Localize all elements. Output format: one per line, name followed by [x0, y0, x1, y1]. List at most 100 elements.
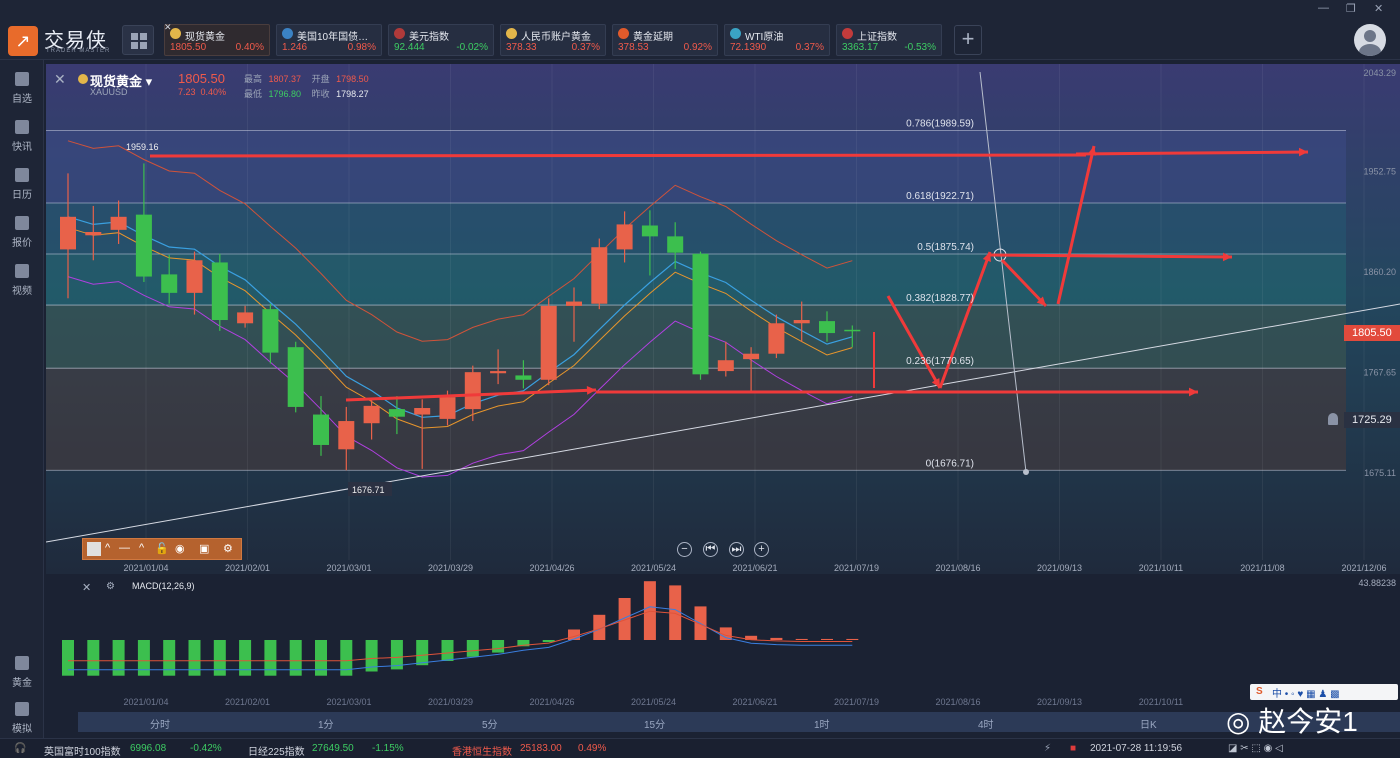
ftse-label: 英国富时100指数 — [44, 747, 121, 758]
bell-icon[interactable] — [1328, 413, 1338, 425]
ticker-tab[interactable]: 美国10年国债… 1.246 0.98% — [276, 24, 382, 56]
macd-settings-icon[interactable]: ⚙ — [106, 581, 115, 592]
close-macd-icon[interactable]: ✕ — [82, 582, 92, 594]
us-flag-icon — [394, 28, 405, 39]
date-axis-label: 2021/10/11 — [1139, 563, 1183, 573]
sidebar-item-simulate[interactable]: 模拟 — [0, 696, 44, 740]
timeframe-1h[interactable]: 1时 — [814, 720, 830, 731]
ticker-change: -0.53% — [904, 42, 936, 53]
ticker-change: 0.92% — [683, 42, 712, 53]
eye-icon[interactable]: ◉ — [175, 543, 185, 555]
candle-body — [566, 301, 582, 306]
nikkei-label: 日经225指数 — [248, 747, 305, 758]
resistance-line — [149, 153, 1087, 158]
add-ticker-button[interactable]: + — [954, 25, 982, 55]
chart-canvas[interactable]: 1959.16 1676.71 0.786(1989.59) 0.618(1922.… — [46, 64, 1400, 738]
ime-logo-icon: S — [1256, 686, 1263, 697]
support-arrow — [345, 388, 597, 402]
trend-icon — [842, 28, 853, 39]
timeframe-5m[interactable]: 5分 — [482, 720, 498, 731]
timeframe-15m[interactable]: 15分 — [644, 720, 666, 731]
moving-average — [67, 216, 853, 418]
macd-date-label: 2021/08/16 — [935, 697, 980, 707]
lock-icon[interactable]: 🔓 — [155, 543, 169, 555]
line-style-icon[interactable]: — — [119, 542, 130, 554]
drawing-toolbar[interactable]: ^ — ^ 🔓 ◉ ▣ ⚙ — [82, 538, 242, 560]
down-arrow — [886, 295, 942, 389]
ticker-name: WTI原油 — [745, 32, 784, 43]
macd-bar — [846, 638, 859, 640]
date-axis-label: 2021/05/24 — [631, 563, 676, 573]
hsi-label: 香港恒生指数 — [452, 747, 512, 758]
price-axis-label: 2043.29 — [1363, 68, 1396, 78]
settings-icon[interactable]: ⚙ — [223, 543, 233, 555]
skip-forward-icon[interactable]: ⏭ — [729, 542, 744, 557]
timeframe-4h[interactable]: 4时 — [978, 720, 994, 731]
zoom-in-icon[interactable]: + — [754, 542, 769, 557]
date-axis-label: 2021/04/26 — [529, 563, 574, 573]
macd-bar — [568, 629, 580, 640]
nikkei-change: -1.15% — [372, 743, 404, 754]
sidebar-item-news[interactable]: 快讯 — [0, 114, 44, 158]
breakout-arrow — [1056, 145, 1096, 305]
breakout-arrow-head — [1087, 146, 1097, 156]
app-logo[interactable]: ↗ 交易侠 TRADER MASTER — [8, 22, 112, 56]
ticker-price: 3363.17 — [842, 42, 879, 53]
chevron-up-icon-2[interactable]: ^ — [139, 542, 145, 554]
zoom-out-icon[interactable]: − — [677, 542, 692, 557]
timeframe-1m[interactable]: 1分 — [318, 720, 334, 731]
sidebar-item-calendar[interactable]: 日历 — [0, 162, 44, 206]
top-bar: ↗ 交易侠 TRADER MASTER ✕ 现货黄金 1805.50 0.40% 美国1… — [0, 0, 1400, 60]
low-label-bg — [348, 482, 392, 496]
minimize-icon[interactable]: — — [1318, 2, 1329, 14]
sidebar-item-video[interactable]: 视频 — [0, 258, 44, 302]
candle-body — [262, 309, 279, 353]
logo-mark-icon: ↗ — [8, 26, 38, 56]
headset-icon[interactable]: 🎧 — [14, 743, 27, 754]
ticker-change: 0.37% — [795, 42, 824, 53]
ticker-tab[interactable]: 黄金延期 378.53 0.92% — [612, 24, 718, 56]
timeframe-bar: 分时 1分 5分 15分 1时 4时 日K — [78, 712, 1400, 732]
date-axis-label: 2021/02/01 — [225, 563, 270, 573]
fib-level-label: 0.382(1828.77) — [906, 293, 974, 304]
timeframe-tick[interactable]: 分时 — [150, 720, 170, 731]
gold-coin-icon — [170, 28, 181, 39]
grid-icon — [131, 33, 138, 40]
candle-body — [717, 360, 734, 372]
layout-grid-button[interactable] — [122, 25, 154, 55]
color-swatch[interactable] — [87, 542, 101, 556]
trash-icon[interactable]: ▣ — [199, 543, 210, 555]
high-label: 1959.16 — [126, 142, 159, 152]
macd-bar — [643, 581, 656, 640]
resistance-arrow — [1075, 150, 1309, 156]
ticker-tab[interactable]: 上证指数 3363.17 -0.53% — [836, 24, 942, 56]
sidebar-item-watchlist[interactable]: 自选 — [0, 66, 44, 110]
macd-bar — [163, 640, 176, 676]
ticker-tab[interactable]: ✕ 现货黄金 1805.50 0.40% — [164, 22, 270, 56]
close-window-icon[interactable]: ✕ — [1374, 3, 1384, 15]
candle-body — [490, 371, 507, 374]
close-tab-icon[interactable]: ✕ — [164, 22, 172, 32]
close-chart-icon[interactable]: ✕ — [54, 71, 66, 87]
skip-back-icon[interactable]: ⏮ — [703, 542, 718, 557]
chevron-up-icon[interactable]: ^ — [105, 542, 111, 554]
sidebar-item-quotes[interactable]: 报价 — [0, 210, 44, 254]
candle-body — [110, 216, 127, 230]
sidebar-item-gold[interactable]: 黄金 — [0, 650, 44, 694]
ticker-tab[interactable]: WTI原油 72.1390 0.37% — [724, 24, 830, 56]
macd-bar — [593, 614, 606, 640]
user-avatar[interactable] — [1354, 24, 1386, 56]
video-icon — [15, 264, 29, 278]
gold-coin-icon — [506, 28, 517, 39]
instrument-name[interactable]: 现货黄金 ▾ — [90, 74, 153, 89]
ime-tray: S 中 • ◦ ♥ ▦ ♟ ▩ — [1250, 684, 1398, 700]
status-tools-icons[interactable]: ◪ ✂ ⬚ ◉ ◁ — [1228, 743, 1283, 754]
timeframe-1d[interactable]: 日K — [1140, 720, 1157, 731]
macd-bar — [492, 640, 505, 653]
ticker-tab[interactable]: 人民币账户黄金 378.33 0.37% — [500, 24, 606, 56]
macd-bar — [87, 640, 100, 676]
restore-icon[interactable]: ❐ — [1346, 3, 1356, 15]
fib-band — [46, 130, 1346, 204]
ticker-tab[interactable]: 美元指数 92.444 -0.02% — [388, 24, 494, 56]
candle-body — [186, 260, 203, 293]
